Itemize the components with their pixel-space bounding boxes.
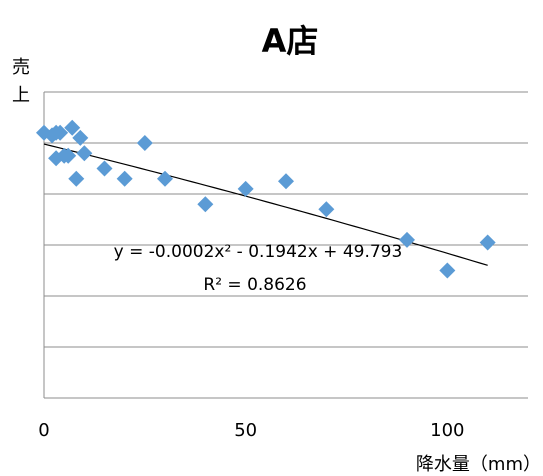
data-point — [52, 124, 69, 141]
gridlines — [44, 91, 528, 348]
data-point — [60, 147, 77, 164]
data-point — [318, 201, 335, 218]
data-point — [439, 262, 456, 279]
data-point — [76, 145, 93, 162]
data-point — [479, 234, 496, 251]
data-point — [116, 170, 133, 187]
x-tick-label: 100 — [430, 420, 464, 441]
x-tick-labels: 0 50 100 — [38, 420, 464, 441]
data-point — [237, 180, 254, 197]
data-point — [68, 170, 85, 187]
data-point — [197, 196, 214, 213]
x-tick-label: 0 — [38, 420, 49, 441]
data-point — [136, 135, 153, 151]
chart-title: A店 — [262, 22, 319, 60]
trendline — [43, 143, 488, 266]
x-tick-label: 50 — [234, 420, 257, 441]
data-point — [72, 129, 89, 146]
data-point — [96, 160, 113, 177]
data-point — [278, 173, 294, 190]
data-point — [157, 170, 173, 187]
trendline-r2: R² = 0.8626 — [203, 275, 306, 295]
data-point — [399, 231, 415, 248]
x-axis-label: 降水量（mm） — [416, 454, 541, 475]
y-axis-label-line2: 上 — [12, 85, 30, 106]
data-point — [64, 119, 81, 136]
data-points — [36, 119, 496, 279]
y-axis-label-line1: 売 — [12, 57, 30, 78]
trendline-equation: y = -0.0002x² - 0.1942x + 49.793 — [114, 242, 403, 262]
